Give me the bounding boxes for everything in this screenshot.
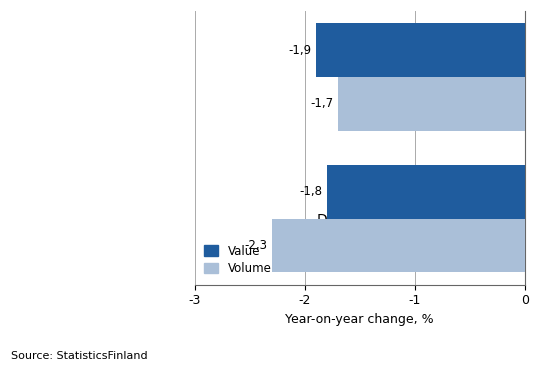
Text: -1,8: -1,8 — [299, 185, 322, 198]
Text: -2,3: -2,3 — [245, 239, 267, 252]
Legend: Value, Volume: Value, Volume — [201, 241, 275, 279]
Bar — [272, 219, 525, 272]
Bar — [338, 77, 525, 131]
Bar — [327, 165, 525, 219]
Text: -1,7: -1,7 — [310, 97, 333, 111]
X-axis label: Year-on-year change, %: Year-on-year change, % — [286, 313, 434, 326]
Text: -1,9: -1,9 — [288, 44, 312, 57]
Text: Source: StatisticsFinland: Source: StatisticsFinland — [11, 351, 148, 361]
Bar — [316, 23, 525, 77]
